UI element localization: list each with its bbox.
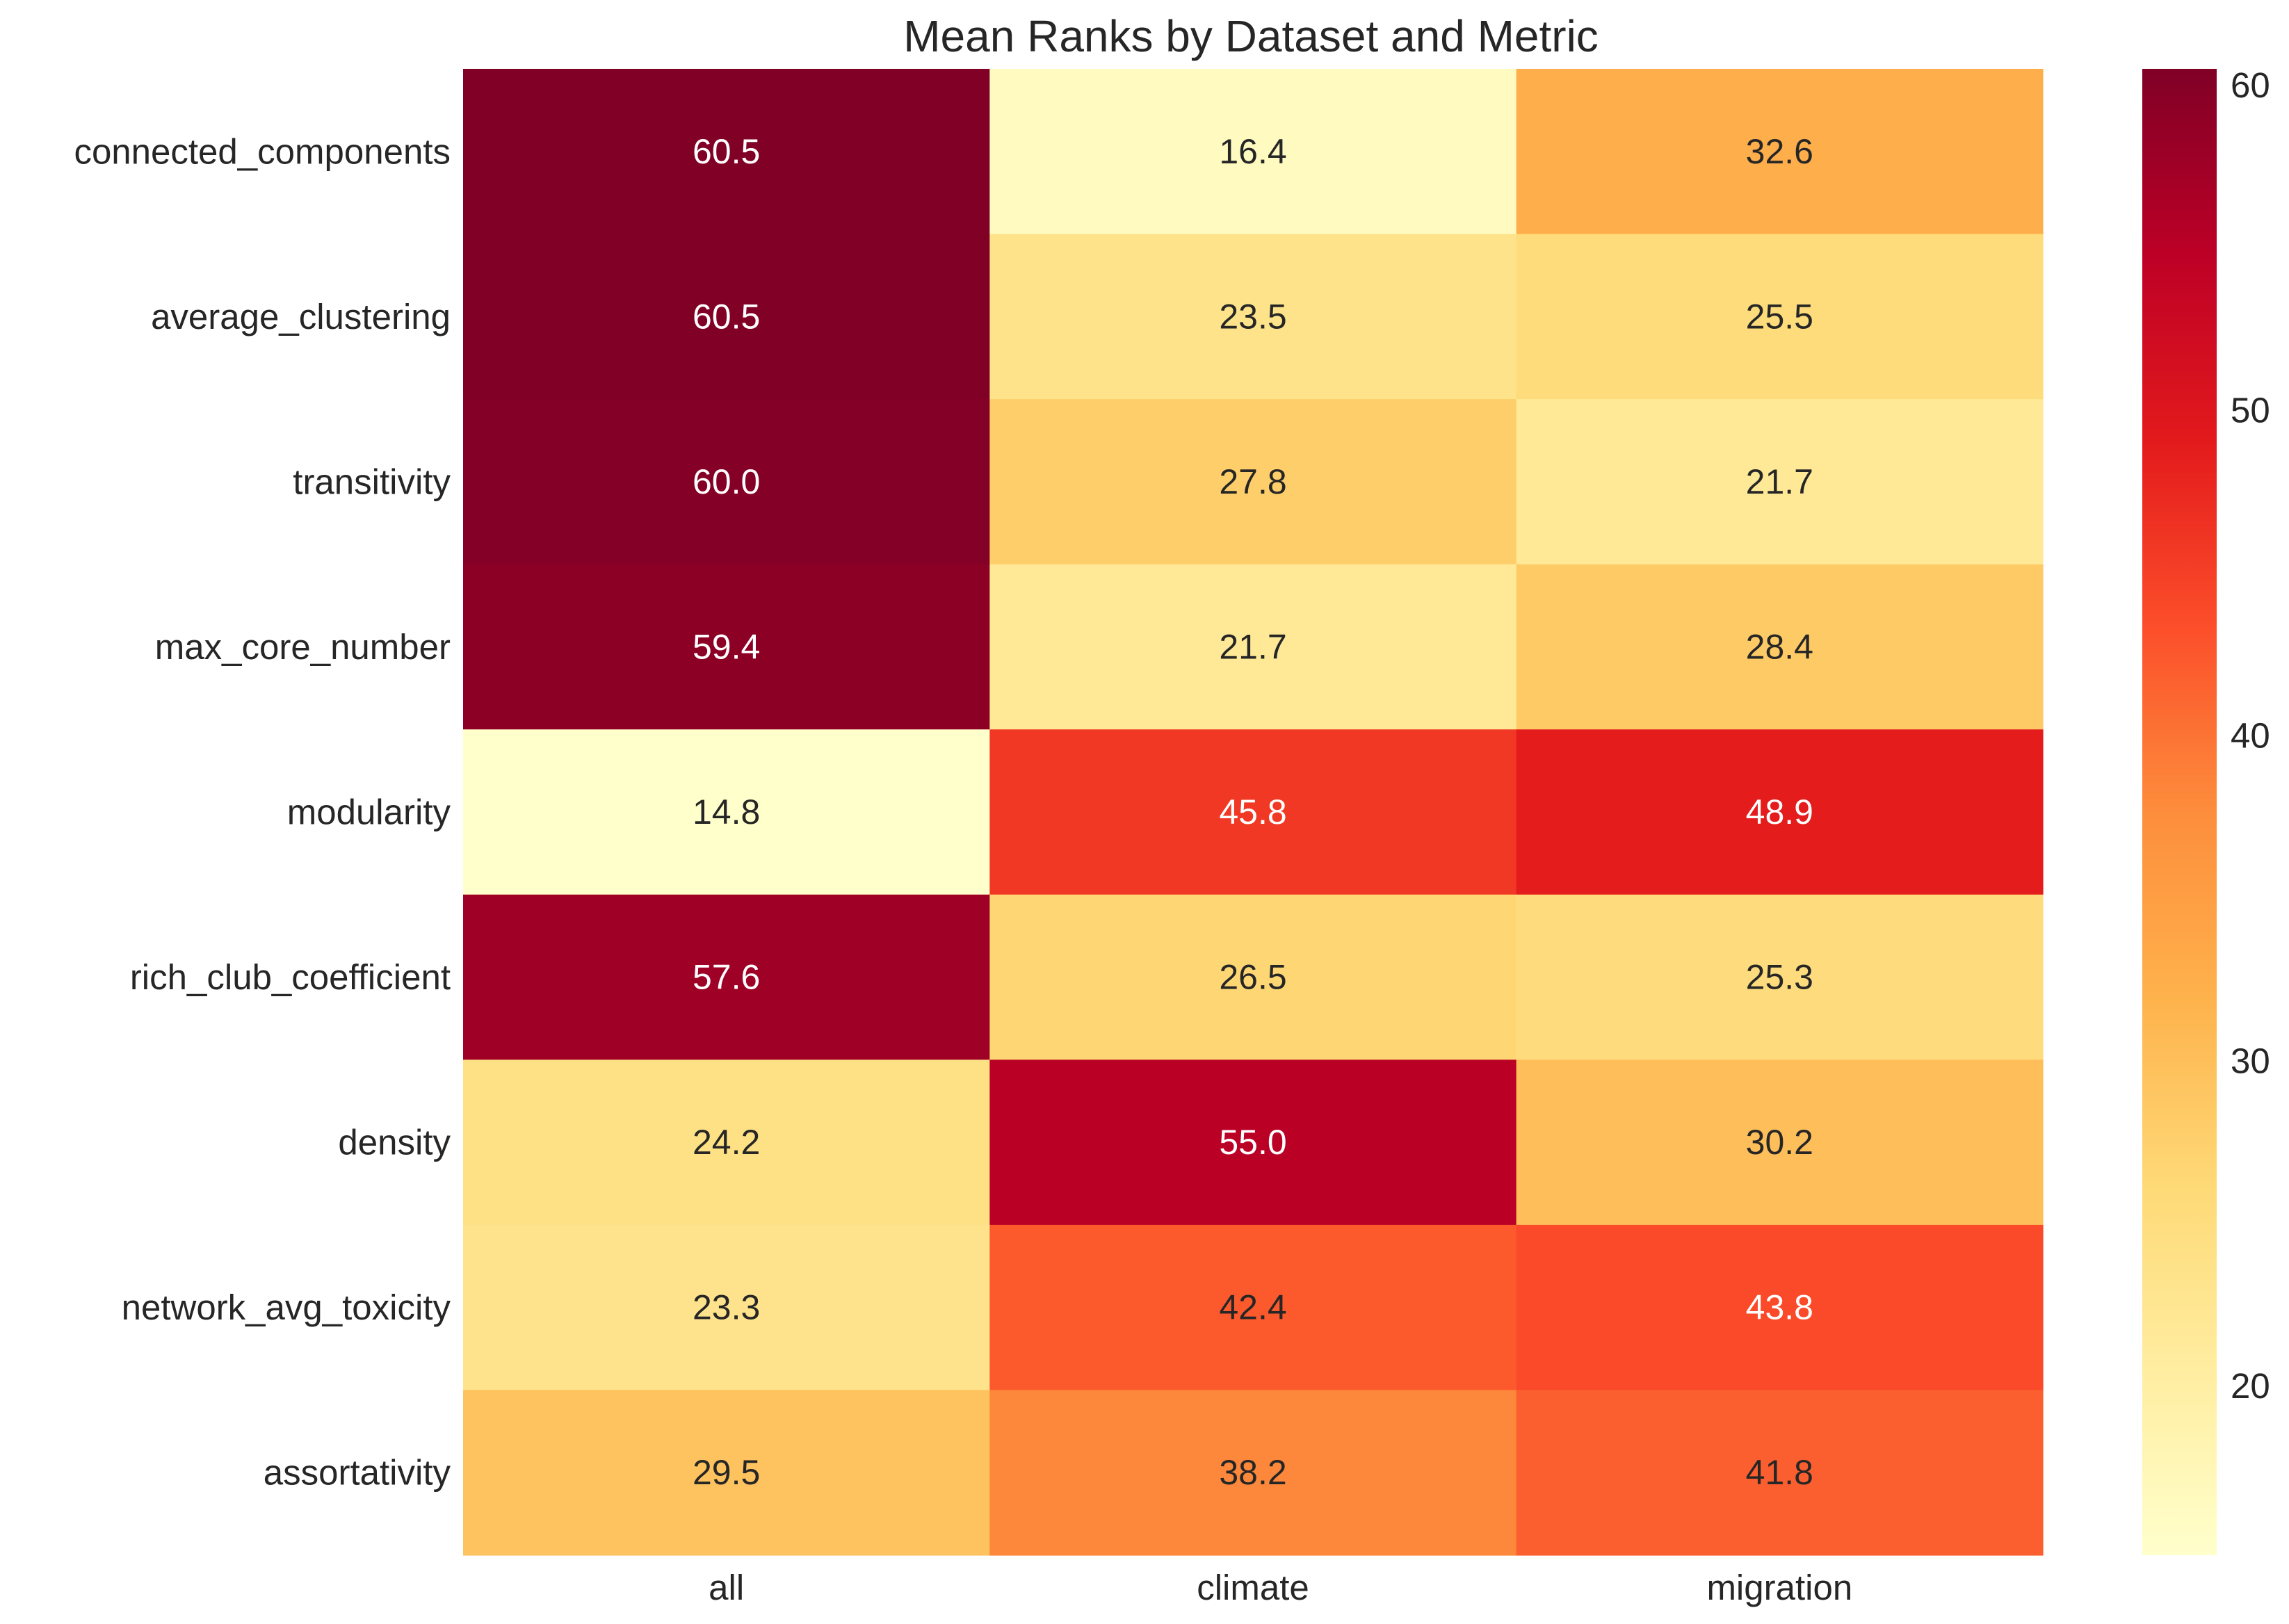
cell-value-label: 57.6: [693, 958, 760, 997]
row-label: density: [338, 1123, 451, 1162]
heatmap-cell: [463, 894, 990, 1060]
heatmap-cell: [1516, 894, 2044, 1060]
heatmap-cell: [1516, 1390, 2044, 1556]
cell-value-label: 21.7: [1746, 462, 1813, 501]
cell-value-label: 25.3: [1746, 958, 1813, 997]
heatmap-cell: [1516, 1224, 2044, 1391]
heatmap-cell: [1516, 69, 2044, 235]
colorbar: 20 30 40 50 60: [2142, 65, 2270, 1555]
heatmap-cell: [989, 399, 1517, 565]
heatmap-cell: [1516, 729, 2044, 895]
cell-value-label: 38.2: [1219, 1453, 1286, 1492]
heatmap-cell: [989, 1390, 1517, 1556]
column-label: climate: [1197, 1568, 1309, 1607]
cell-value-label: 43.8: [1746, 1288, 1813, 1327]
row-label: network_avg_toxicity: [122, 1288, 451, 1327]
heatmap-cell: [463, 564, 990, 730]
colorbar-tick-label: 60: [2231, 65, 2270, 105]
row-label: modularity: [287, 793, 451, 832]
cell-value-label: 25.5: [1746, 297, 1813, 336]
cell-value-label: 41.8: [1746, 1453, 1813, 1492]
column-label: all: [709, 1568, 744, 1607]
cell-value-label: 24.2: [693, 1123, 760, 1162]
heatmap-cell: [463, 69, 990, 235]
cell-value-label: 45.8: [1219, 793, 1286, 831]
heatmap-cell: [1516, 1059, 2044, 1226]
heatmap-cell: [989, 1224, 1517, 1391]
row-label: transitivity: [293, 462, 451, 501]
cell-value-label: 55.0: [1219, 1123, 1286, 1162]
cell-value-label: 21.7: [1219, 627, 1286, 666]
row-label: rich_club_coefficient: [130, 957, 451, 997]
cell-value-label: 60.5: [693, 297, 760, 336]
colorbar-tick-label: 40: [2231, 716, 2270, 756]
cell-value-label: 60.0: [693, 462, 760, 501]
row-label: assortativity: [264, 1453, 451, 1493]
heatmap-cell: [989, 729, 1517, 895]
cell-value-label: 42.4: [1219, 1288, 1286, 1327]
cell-value-label: 26.5: [1219, 958, 1286, 997]
colorbar-tick-label: 50: [2231, 391, 2270, 430]
heatmap-cell: [463, 729, 990, 895]
heatmap-cell: [463, 1224, 990, 1391]
cell-value-label: 16.4: [1219, 132, 1286, 171]
heatmap-cells: 60.5 16.4 32.6 60.5 23.5 25.5 60.0 27.8 21.7 59.4…: [463, 69, 2044, 1556]
chart-title: Mean Ranks by Dataset and Metric: [903, 11, 1599, 61]
cell-value-label: 59.4: [693, 627, 760, 666]
cell-value-label: 32.6: [1746, 132, 1813, 171]
row-label: max_core_number: [155, 627, 451, 667]
heatmap-cell: [989, 1059, 1517, 1226]
row-label: connected_components: [74, 131, 451, 171]
heatmap-cell: [1516, 564, 2044, 730]
column-labels: all climate migration: [709, 1568, 1852, 1607]
cell-value-label: 48.9: [1746, 793, 1813, 831]
heatmap-cell: [989, 69, 1517, 235]
cell-value-label: 60.5: [693, 132, 760, 171]
cell-value-label: 27.8: [1219, 462, 1286, 501]
cell-value-label: 28.4: [1746, 627, 1813, 666]
heatmap-cell: [463, 399, 990, 565]
cell-value-label: 14.8: [693, 793, 760, 831]
heatmap-cell: [463, 1390, 990, 1556]
cell-value-label: 23.3: [693, 1288, 760, 1327]
colorbar-tick-label: 30: [2231, 1041, 2270, 1080]
heatmap-cell: [463, 1059, 990, 1226]
colorbar-tick-label: 20: [2231, 1366, 2270, 1406]
heatmap-cell: [1516, 399, 2044, 565]
cell-value-label: 23.5: [1219, 297, 1286, 336]
row-label: average_clustering: [151, 297, 451, 336]
heatmap-cell: [989, 564, 1517, 730]
cell-value-label: 29.5: [693, 1453, 760, 1492]
colorbar-gradient: [2142, 69, 2217, 1555]
heatmap-cell: [989, 894, 1517, 1060]
cell-value-label: 30.2: [1746, 1123, 1813, 1162]
heatmap-cell: [463, 234, 990, 400]
row-labels: connected_components average_clusteringtr…: [74, 131, 451, 1492]
heatmap-cell: [1516, 234, 2044, 400]
heatmap-cell: [989, 234, 1517, 400]
column-label: migration: [1706, 1568, 1852, 1607]
